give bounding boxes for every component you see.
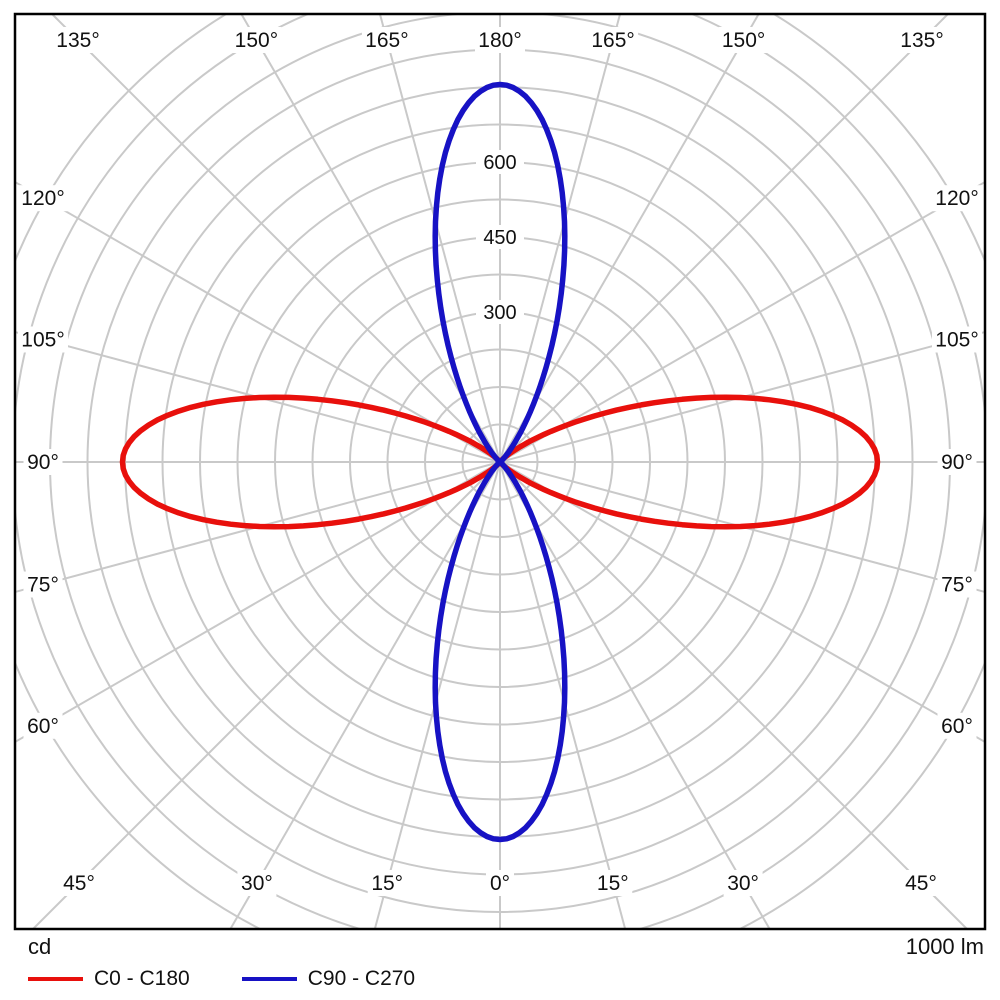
- angle-label-mask: [932, 326, 982, 353]
- angle-label-mask: [593, 870, 633, 896]
- angle-label-mask: [18, 185, 68, 212]
- angle-label: 30°: [241, 872, 273, 895]
- angle-label-mask: [59, 870, 99, 896]
- angle-label-mask: [937, 571, 977, 598]
- angle-label-mask: [18, 326, 68, 353]
- angle-label-mask: [486, 870, 514, 896]
- grid-radial: [499, 461, 627, 929]
- angle-labels: 0° 15° 15° 30° 30° 45° 45° 60° 60° 75° 75° 90° 90° 10…: [18, 27, 982, 896]
- legend-line-c90-c270: [241, 977, 297, 981]
- angle-label: 165°: [365, 29, 408, 52]
- angle-label: 75°: [27, 574, 59, 597]
- grid-radial: [499, 461, 985, 594]
- angle-label-mask: [23, 712, 63, 739]
- angle-label: 150°: [235, 29, 278, 52]
- ring-value-labels: 300 450 600: [476, 150, 524, 324]
- angle-label: 45°: [905, 872, 937, 895]
- grid-radial: [373, 461, 501, 929]
- grid-radial: [31, 461, 501, 929]
- angle-label: 180°: [478, 29, 521, 52]
- angle-label-mask: [588, 27, 639, 53]
- grid-radial: [378, 14, 501, 463]
- grid-radial: [229, 461, 501, 929]
- units-label: cd: [28, 934, 52, 959]
- angle-label-mask: [937, 449, 977, 475]
- grid-radial: [15, 180, 501, 463]
- legend-line-c0-c180: [28, 977, 83, 981]
- angle-label-mask: [475, 27, 525, 53]
- angle-label-mask: [53, 27, 103, 53]
- grid-radial: [499, 180, 985, 463]
- grid-radial: [499, 14, 950, 463]
- angle-label: 165°: [591, 29, 634, 52]
- grid-radial: [50, 14, 501, 463]
- legend-item-c0-c180: C0 - C180: [28, 967, 190, 991]
- ring-label-mask: [476, 300, 524, 324]
- angle-label-mask: [23, 449, 63, 475]
- ring-value-label: 600: [483, 152, 516, 174]
- grid-radial: [499, 461, 969, 929]
- legend-label-c0-c180: C0 - C180: [94, 967, 190, 990]
- angle-label-mask: [361, 27, 412, 53]
- angle-label-mask: [231, 27, 282, 53]
- angle-label: 105°: [935, 329, 978, 352]
- angle-label: 90°: [27, 451, 59, 474]
- angle-label-mask: [723, 870, 763, 896]
- angle-label: 30°: [727, 872, 759, 895]
- grid-radial: [15, 461, 501, 744]
- ring-value-label: 300: [483, 302, 516, 324]
- angle-label-mask: [237, 870, 277, 896]
- grid-radial: [499, 14, 760, 463]
- grid-radial: [499, 14, 622, 463]
- angle-label-mask: [23, 571, 63, 598]
- angle-label: 120°: [21, 187, 64, 210]
- grid-radial: [240, 14, 501, 463]
- angle-label: 75°: [941, 574, 973, 597]
- angle-label-mask: [937, 712, 977, 739]
- grid-radial: [15, 330, 501, 463]
- angle-label: 135°: [900, 29, 943, 52]
- polar-chart-canvas: 0° 15° 15° 30° 30° 45° 45° 60° 60° 75° 75° 90° 90° 10…: [13, 12, 987, 931]
- ring-value-label: 450: [483, 227, 516, 249]
- angle-label: 15°: [597, 872, 629, 895]
- grid-radial: [499, 330, 985, 463]
- angle-label: 120°: [935, 187, 978, 210]
- ring-label-mask: [476, 225, 524, 249]
- angle-label-mask: [897, 27, 947, 53]
- legend: C0 - C180 C90 - C270: [0, 967, 1000, 991]
- angle-label: 105°: [21, 329, 64, 352]
- angle-label: 60°: [27, 715, 59, 738]
- angle-label: 0°: [490, 872, 510, 895]
- curve-c90-c270: [432, 81, 568, 843]
- angle-label-mask: [718, 27, 769, 53]
- angle-label: 45°: [63, 872, 95, 895]
- angle-label: 150°: [722, 29, 765, 52]
- grid-radial: [15, 461, 501, 594]
- legend-label-c90-c270: C90 - C270: [307, 967, 416, 990]
- grid-radial: [499, 461, 985, 744]
- angle-label-mask: [901, 870, 941, 896]
- flux-label: 1000 lm: [905, 934, 984, 959]
- plot-frame: [13, 12, 987, 931]
- legend-item-c90-c270: C90 - C270: [241, 967, 416, 991]
- grid-radial: [499, 461, 771, 929]
- angle-label-mask: [932, 185, 982, 212]
- angle-label: 60°: [941, 715, 973, 738]
- angle-label: 90°: [941, 451, 973, 474]
- angle-label: 135°: [56, 29, 99, 52]
- angle-label-mask: [367, 870, 407, 896]
- ring-label-mask: [476, 150, 524, 174]
- units-row: cd 1000 lm: [0, 932, 1000, 960]
- angle-label: 15°: [371, 872, 403, 895]
- footer: cd 1000 lm C0 - C180 C90 - C270: [0, 932, 1000, 1000]
